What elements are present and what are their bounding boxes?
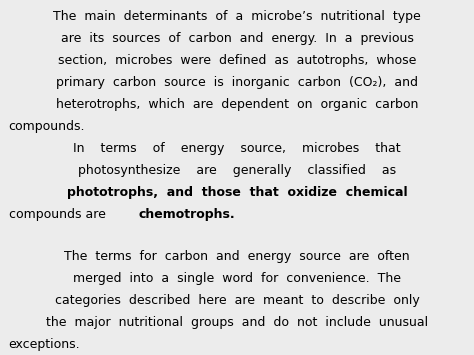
Text: categories  described  here  are  meant  to  describe  only: categories described here are meant to d… — [55, 294, 419, 307]
Text: section,  microbes  were  defined  as  autotrophs,  whose: section, microbes were defined as autotr… — [58, 54, 416, 67]
Text: compounds.: compounds. — [9, 120, 85, 133]
Text: The  main  determinants  of  a  microbe’s  nutritional  type: The main determinants of a microbe’s nut… — [53, 10, 421, 23]
Text: In    terms    of    energy    source,    microbes    that: In terms of energy source, microbes that — [73, 142, 401, 155]
Text: exceptions.: exceptions. — [9, 338, 80, 351]
Text: the  major  nutritional  groups  and  do  not  include  unusual: the major nutritional groups and do not … — [46, 316, 428, 329]
Text: compounds are: compounds are — [9, 208, 109, 221]
Text: primary  carbon  source  is  inorganic  carbon  (CO₂),  and: primary carbon source is inorganic carbo… — [56, 76, 418, 89]
Text: heterotrophs,  which  are  dependent  on  organic  carbon: heterotrophs, which are dependent on org… — [56, 98, 418, 111]
Text: The  terms  for  carbon  and  energy  source  are  often: The terms for carbon and energy source a… — [64, 250, 410, 263]
Text: chemotrophs.: chemotrophs. — [139, 208, 235, 221]
Text: phototrophs,  and  those  that  oxidize  chemical: phototrophs, and those that oxidize chem… — [67, 186, 407, 199]
Text: merged  into  a  single  word  for  convenience.  The: merged into a single word for convenienc… — [73, 272, 401, 285]
Text: are  its  sources  of  carbon  and  energy.  In  a  previous: are its sources of carbon and energy. In… — [61, 32, 413, 45]
Text: photosynthesize    are    generally    classified    as: photosynthesize are generally classified… — [78, 164, 396, 177]
